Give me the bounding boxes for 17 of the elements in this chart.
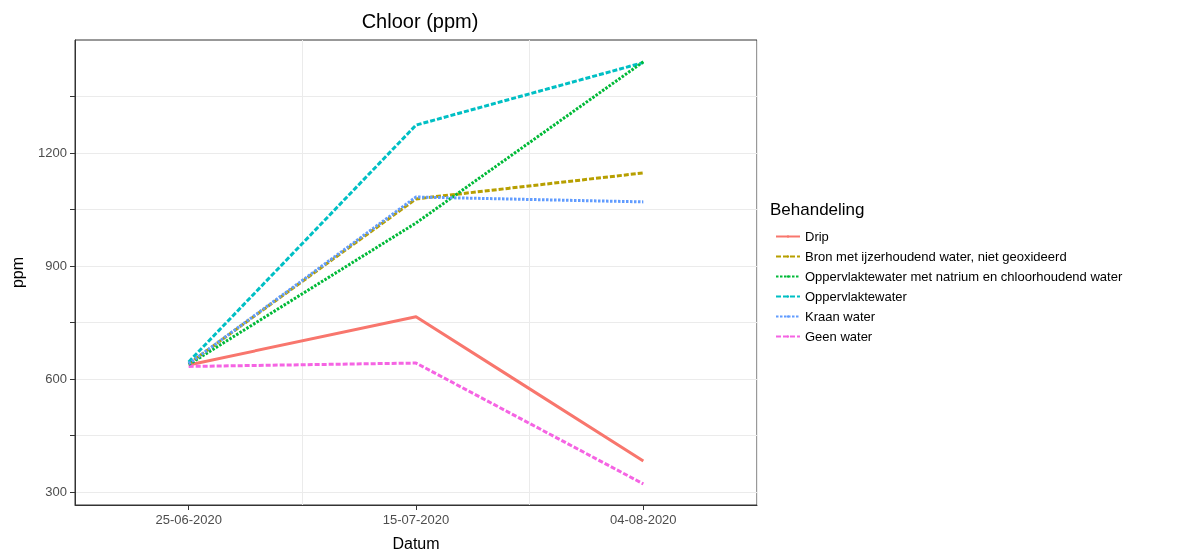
y-axis-title: ppm	[8, 256, 26, 289]
y-tick-label: 900	[45, 258, 67, 274]
x-tick-label: 15-07-2020	[382, 512, 450, 527]
legend-label: Oppervlaktewater met natrium en chloorhoudend water	[805, 269, 1123, 284]
legend-label: Oppervlaktewater	[805, 289, 908, 304]
y-tick-label: 1200	[38, 145, 67, 161]
legend-label: Kraan water	[805, 309, 876, 324]
chart-title: Chloor (ppm)	[361, 10, 479, 32]
x-tick-label: 25-06-2020	[155, 512, 222, 527]
x-axis-title: Datum	[392, 534, 440, 552]
y-tick-label: 300	[45, 484, 67, 500]
y-tick-label: 600	[45, 371, 67, 387]
legend-label: Bron met ijzerhoudend water, niet geoxideerd	[805, 249, 1067, 264]
legend-label: Geen water	[805, 329, 873, 344]
legend-title: Behandeling	[770, 200, 865, 219]
x-tick-label: 04-08-2020	[610, 512, 677, 527]
legend-label: Drip	[805, 229, 829, 244]
